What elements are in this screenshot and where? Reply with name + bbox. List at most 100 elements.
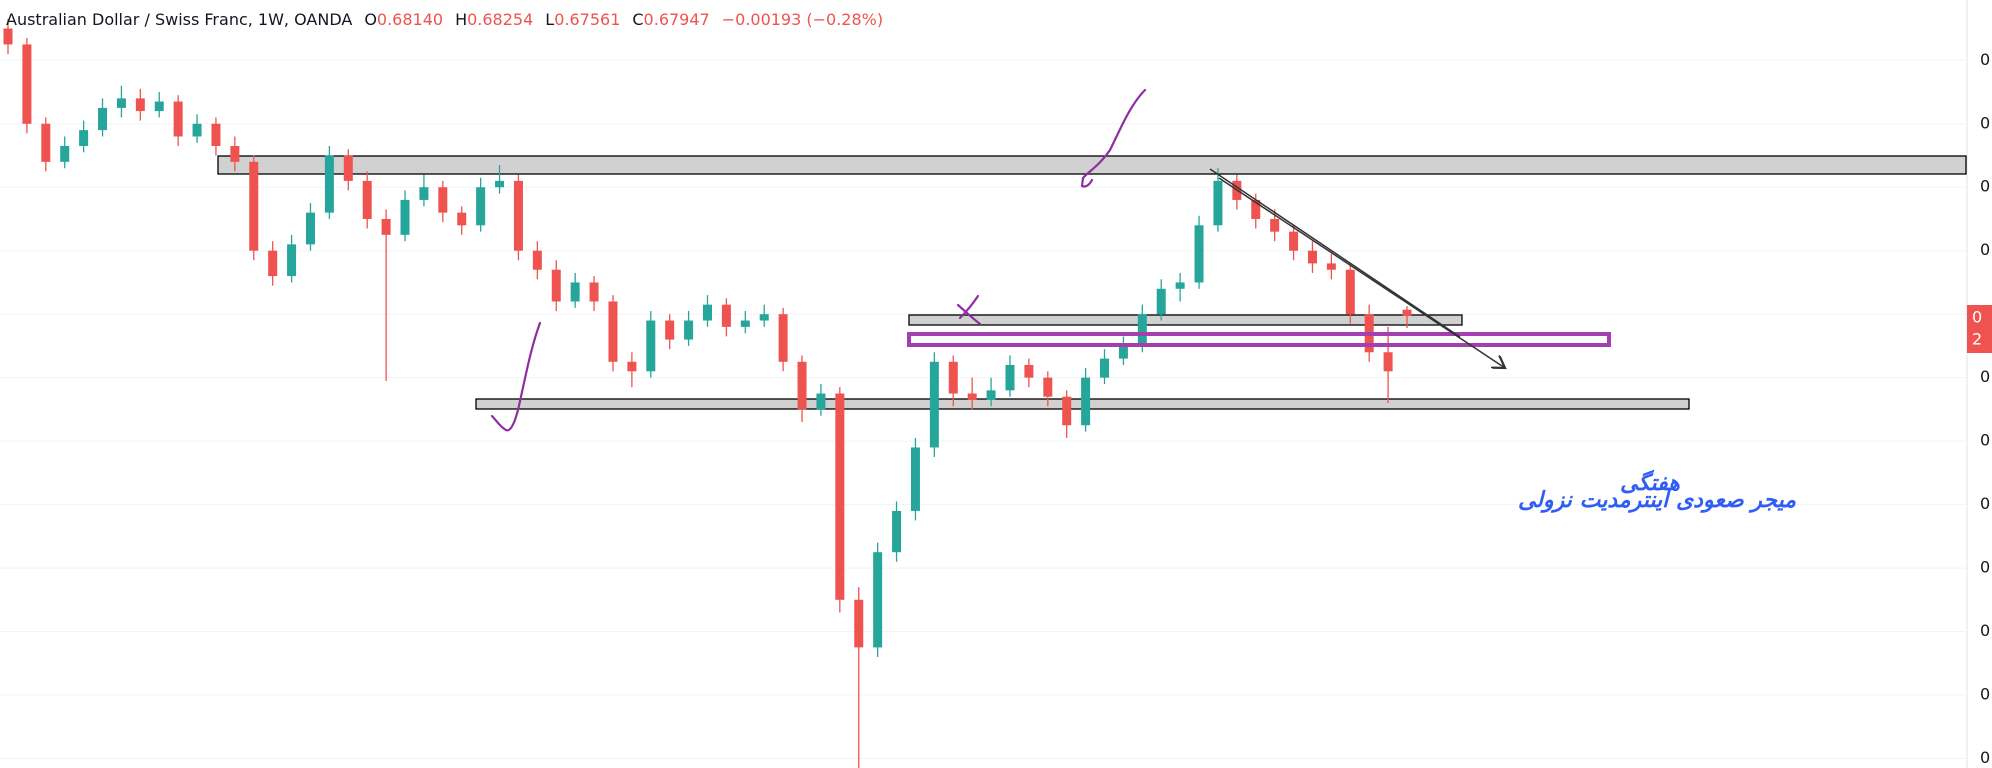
candle-body [854, 599, 864, 648]
candle-body [400, 199, 410, 235]
candle-body [1307, 250, 1317, 264]
candle-body [665, 320, 675, 340]
y-tick-label: 0 [1980, 50, 1990, 69]
candle-body [778, 314, 788, 362]
y-tick-label: 0 [1980, 621, 1990, 640]
candle-body [324, 155, 334, 213]
candle-body [343, 155, 353, 181]
y-tick-label: 0 [1980, 494, 1990, 513]
open-label: O [364, 10, 377, 29]
candle-body [740, 320, 750, 327]
candle-body [910, 447, 920, 511]
candle-body [419, 187, 429, 200]
freehand-stroke [490, 321, 542, 432]
candle-body [1402, 309, 1412, 316]
open-value: 0.68140 [376, 10, 444, 29]
candle-body [570, 282, 580, 302]
candle-body [305, 212, 315, 245]
candle-body [1213, 180, 1223, 226]
candle-body [438, 187, 448, 213]
candle-body [835, 393, 845, 600]
candle-body [268, 250, 278, 277]
candle-body [22, 44, 32, 124]
zone [908, 314, 1463, 326]
annotation: میجر صعودی اینترمدیت نزولی [1518, 488, 1796, 513]
price-tag [1967, 305, 1992, 353]
candle-body [98, 107, 108, 131]
candle-body [1043, 377, 1053, 397]
low-label: L [545, 10, 555, 29]
candle-body [1062, 396, 1072, 426]
zone [907, 332, 1611, 347]
candle-body [135, 98, 145, 112]
high-label: H [455, 10, 468, 29]
freehand-stroke [956, 294, 982, 326]
candle-body [230, 145, 240, 162]
candle-body [721, 304, 731, 327]
candle-body [362, 180, 372, 219]
candle-body [816, 393, 826, 410]
candle-body [41, 123, 51, 162]
candle-body [532, 250, 542, 270]
candle-body [929, 361, 939, 448]
candle-body [892, 510, 902, 553]
candle-body [646, 320, 656, 372]
candle-body [249, 161, 259, 251]
y-tick-label: 0 [1980, 367, 1990, 386]
candle-body [381, 218, 391, 235]
candle-body [513, 180, 523, 251]
candle-body [986, 390, 996, 400]
candle-body [627, 361, 637, 372]
high-value: 0.68254 [467, 10, 534, 29]
trend-line [1209, 168, 1461, 338]
candle-body [948, 361, 958, 394]
candle-body [1251, 199, 1261, 219]
candle-body [551, 269, 561, 302]
candle-body [797, 361, 807, 410]
candle-body [1289, 231, 1299, 251]
candle-body [1156, 288, 1166, 315]
candle-body [1118, 345, 1128, 359]
candle-body [1005, 364, 1015, 391]
y-tick-label: 0 [1980, 431, 1990, 450]
candle-body [495, 180, 505, 188]
candle-body [116, 98, 126, 108]
candle-body [967, 393, 977, 400]
symbol: Australian Dollar / Swiss Franc, 1W, OAN… [6, 10, 353, 29]
candle-body [1326, 263, 1336, 270]
price-tag-text: 0 [1972, 308, 1982, 327]
y-tick-label: 0 [1980, 177, 1990, 196]
candle-body [1137, 314, 1147, 346]
candle-body [154, 101, 164, 112]
candle-body [1383, 352, 1393, 372]
legend-header: Australian Dollar / Swiss Franc, 1W, OAN… [6, 10, 895, 29]
close-value: 0.67947 [643, 10, 710, 29]
candle-body [1194, 225, 1204, 283]
price-tag-text: 2 [1972, 330, 1982, 349]
change-value: −0.00193 (−0.28%) [721, 10, 884, 29]
candle-body [684, 320, 694, 340]
candle-body [457, 212, 467, 226]
candle-body [192, 123, 202, 137]
trend-line [1218, 177, 1505, 368]
annotation: هفتگی [1620, 469, 1680, 496]
candle-body [3, 28, 13, 45]
y-tick-label: 0 [1980, 113, 1990, 132]
y-tick-label: 0 [1980, 748, 1990, 767]
candle-body [60, 145, 70, 162]
candle-body [79, 130, 89, 146]
close-label: C [632, 10, 644, 29]
y-tick-label: 0 [1980, 558, 1990, 577]
candle-body [1175, 282, 1185, 289]
candle-body [476, 187, 486, 226]
zone [217, 155, 1967, 175]
candle-body [1024, 364, 1034, 378]
candle-body [1270, 218, 1280, 232]
candle-body [759, 314, 769, 321]
y-tick-label: 0 [1980, 685, 1990, 704]
candle-body [1100, 358, 1110, 378]
y-tick-label: 0 [1980, 240, 1990, 259]
candle-body [1081, 377, 1091, 426]
